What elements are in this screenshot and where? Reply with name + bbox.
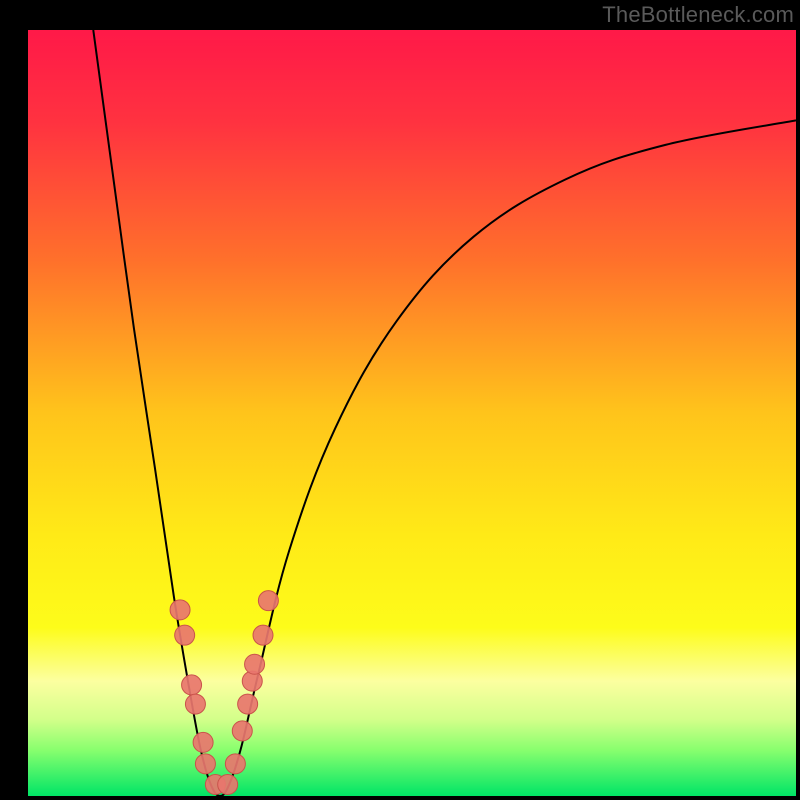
chart-overlay <box>0 0 800 800</box>
data-marker <box>182 675 202 695</box>
data-marker <box>170 600 190 620</box>
frame-right <box>796 0 800 800</box>
chart-container: TheBottleneck.com <box>0 0 800 800</box>
frame-bottom <box>0 796 800 800</box>
data-marker <box>253 625 273 645</box>
watermark-text: TheBottleneck.com <box>602 2 794 28</box>
data-marker <box>195 754 215 774</box>
frame-left <box>0 0 28 800</box>
data-marker <box>193 732 213 752</box>
data-marker <box>185 694 205 714</box>
data-marker <box>258 591 278 611</box>
data-marker <box>245 654 265 674</box>
data-marker <box>238 694 258 714</box>
data-marker <box>218 775 238 795</box>
data-marker <box>225 754 245 774</box>
data-marker <box>232 721 252 741</box>
data-marker <box>175 625 195 645</box>
